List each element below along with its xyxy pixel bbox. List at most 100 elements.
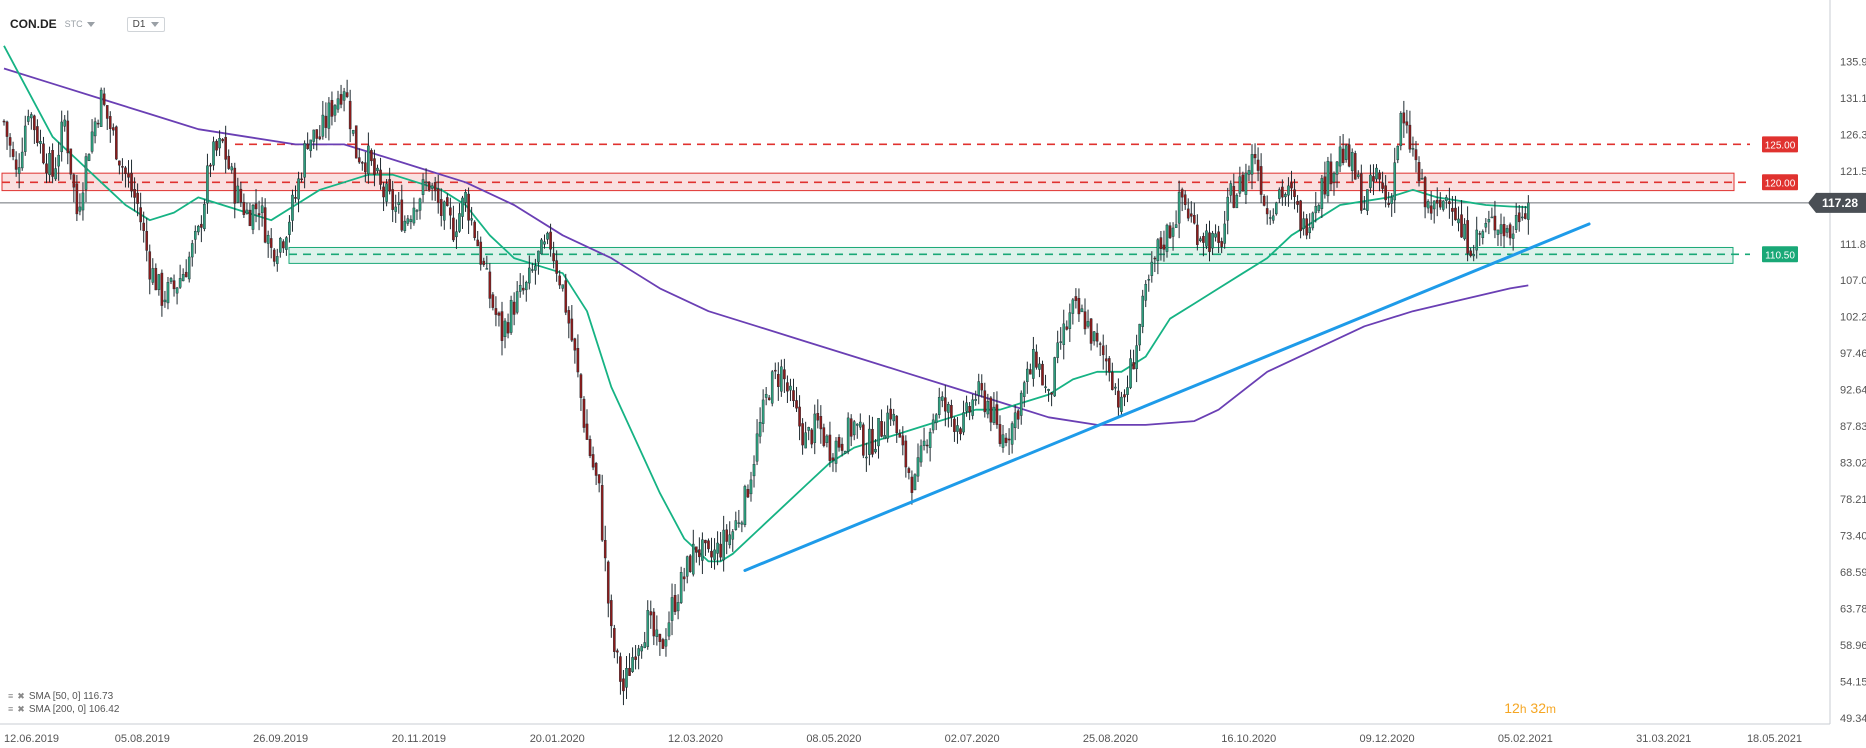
x-tick-label: 31.03.2021	[1636, 733, 1691, 745]
candle-body	[810, 429, 814, 445]
candle-body	[752, 464, 756, 477]
candle-body	[272, 249, 276, 262]
symbol-label[interactable]: CON.DE	[10, 17, 57, 31]
candle-body	[819, 416, 823, 430]
x-tick-label: 25.08.2020	[1083, 733, 1138, 745]
candle-body	[947, 404, 950, 413]
candle-body	[166, 281, 170, 304]
x-tick-label: 09.12.2020	[1360, 733, 1415, 745]
timeframe-dropdown[interactable]: D1	[126, 16, 166, 32]
candle-body	[1472, 254, 1475, 257]
candle-body	[1223, 223, 1226, 244]
candle-body	[1165, 224, 1169, 252]
close-icon[interactable]: ✖	[17, 691, 25, 701]
candle-body	[798, 406, 801, 427]
candle-body	[1460, 214, 1463, 238]
candle-body	[385, 183, 388, 202]
candle-body	[42, 143, 45, 164]
candle-body	[937, 396, 941, 415]
candle-body	[321, 114, 325, 137]
candle-body	[72, 174, 76, 188]
candle-body	[1016, 410, 1020, 420]
candle-body	[115, 126, 118, 160]
y-tick-label: 83.02	[1840, 458, 1866, 470]
candle-body	[710, 550, 713, 558]
candle-body	[652, 611, 656, 637]
candle-body	[570, 318, 574, 341]
candle-body	[1271, 215, 1275, 221]
candle-body	[1205, 230, 1208, 247]
candle-body	[1208, 232, 1211, 252]
candle-body	[482, 260, 486, 265]
candle-body	[227, 155, 231, 169]
candle-body	[646, 610, 650, 647]
candle-body	[412, 207, 416, 224]
candle-body	[263, 207, 267, 243]
candle-body	[1177, 191, 1181, 224]
candle-body	[1183, 194, 1187, 206]
candle-body	[1475, 229, 1479, 251]
candle-body	[194, 230, 197, 240]
candle-body	[26, 116, 30, 122]
candle-body	[1511, 233, 1515, 239]
candle-body	[828, 434, 832, 461]
level-tag-label: 125.00	[1765, 140, 1796, 151]
menu-icon[interactable]: ≡	[8, 691, 14, 701]
candle-body	[783, 369, 786, 380]
candle-body	[573, 338, 577, 351]
candle-body	[919, 445, 923, 463]
source-dropdown[interactable]: STC	[65, 19, 95, 29]
candle-body	[1010, 423, 1014, 445]
candle-body	[430, 185, 434, 189]
candle-body	[497, 312, 501, 316]
candle-body	[849, 418, 853, 437]
candle-body	[925, 444, 929, 447]
candle-body	[1262, 196, 1266, 206]
y-tick-label: 73.40	[1840, 531, 1866, 543]
candle-body	[373, 158, 376, 175]
candle-body	[995, 404, 999, 425]
candle-body	[980, 383, 984, 391]
sma200-label: SMA [200, 0] 106.42	[28, 704, 120, 715]
candle-body	[874, 448, 877, 453]
candle-body	[20, 151, 24, 169]
candle-body	[1159, 237, 1163, 249]
candle-body	[1411, 148, 1415, 150]
y-tick-label: 68.59	[1840, 567, 1866, 579]
candle-body	[1032, 349, 1035, 379]
menu-icon[interactable]: ≡	[8, 704, 14, 714]
candle-body	[986, 401, 990, 415]
candle-body	[1086, 321, 1090, 327]
candle-body	[90, 131, 94, 152]
candle-body	[944, 397, 947, 412]
candle-body	[379, 169, 382, 185]
candle-body	[512, 301, 516, 315]
candle-body	[1101, 345, 1105, 356]
support-zone	[288, 246, 1734, 264]
candle-body	[1001, 434, 1005, 448]
candle-body	[418, 198, 422, 211]
legend-sma50[interactable]: ≡ ✖ SMA [50, 0] 116.73	[8, 690, 119, 703]
candle-body	[130, 172, 133, 192]
candle-body	[637, 648, 640, 656]
candle-body	[1202, 235, 1205, 243]
legend-sma200[interactable]: ≡ ✖ SMA [200, 0] 106.42	[8, 703, 119, 716]
candle-body	[998, 424, 1002, 444]
candle-body	[725, 529, 728, 542]
candle-body	[1314, 206, 1318, 214]
candle-body	[591, 454, 595, 468]
candle-body	[1393, 162, 1397, 201]
candle-body	[940, 396, 944, 401]
candle-body	[795, 400, 798, 409]
candle-body	[1335, 161, 1339, 175]
candle-body	[169, 278, 173, 282]
y-tick-label: 78.21	[1840, 494, 1866, 506]
candle-body	[704, 539, 707, 544]
candle-body	[248, 209, 252, 227]
candle-body	[1302, 218, 1305, 229]
candle-body	[409, 219, 413, 222]
y-tick-label: 87.83	[1840, 421, 1866, 433]
close-icon[interactable]: ✖	[17, 704, 25, 714]
candle-body	[1347, 144, 1351, 167]
